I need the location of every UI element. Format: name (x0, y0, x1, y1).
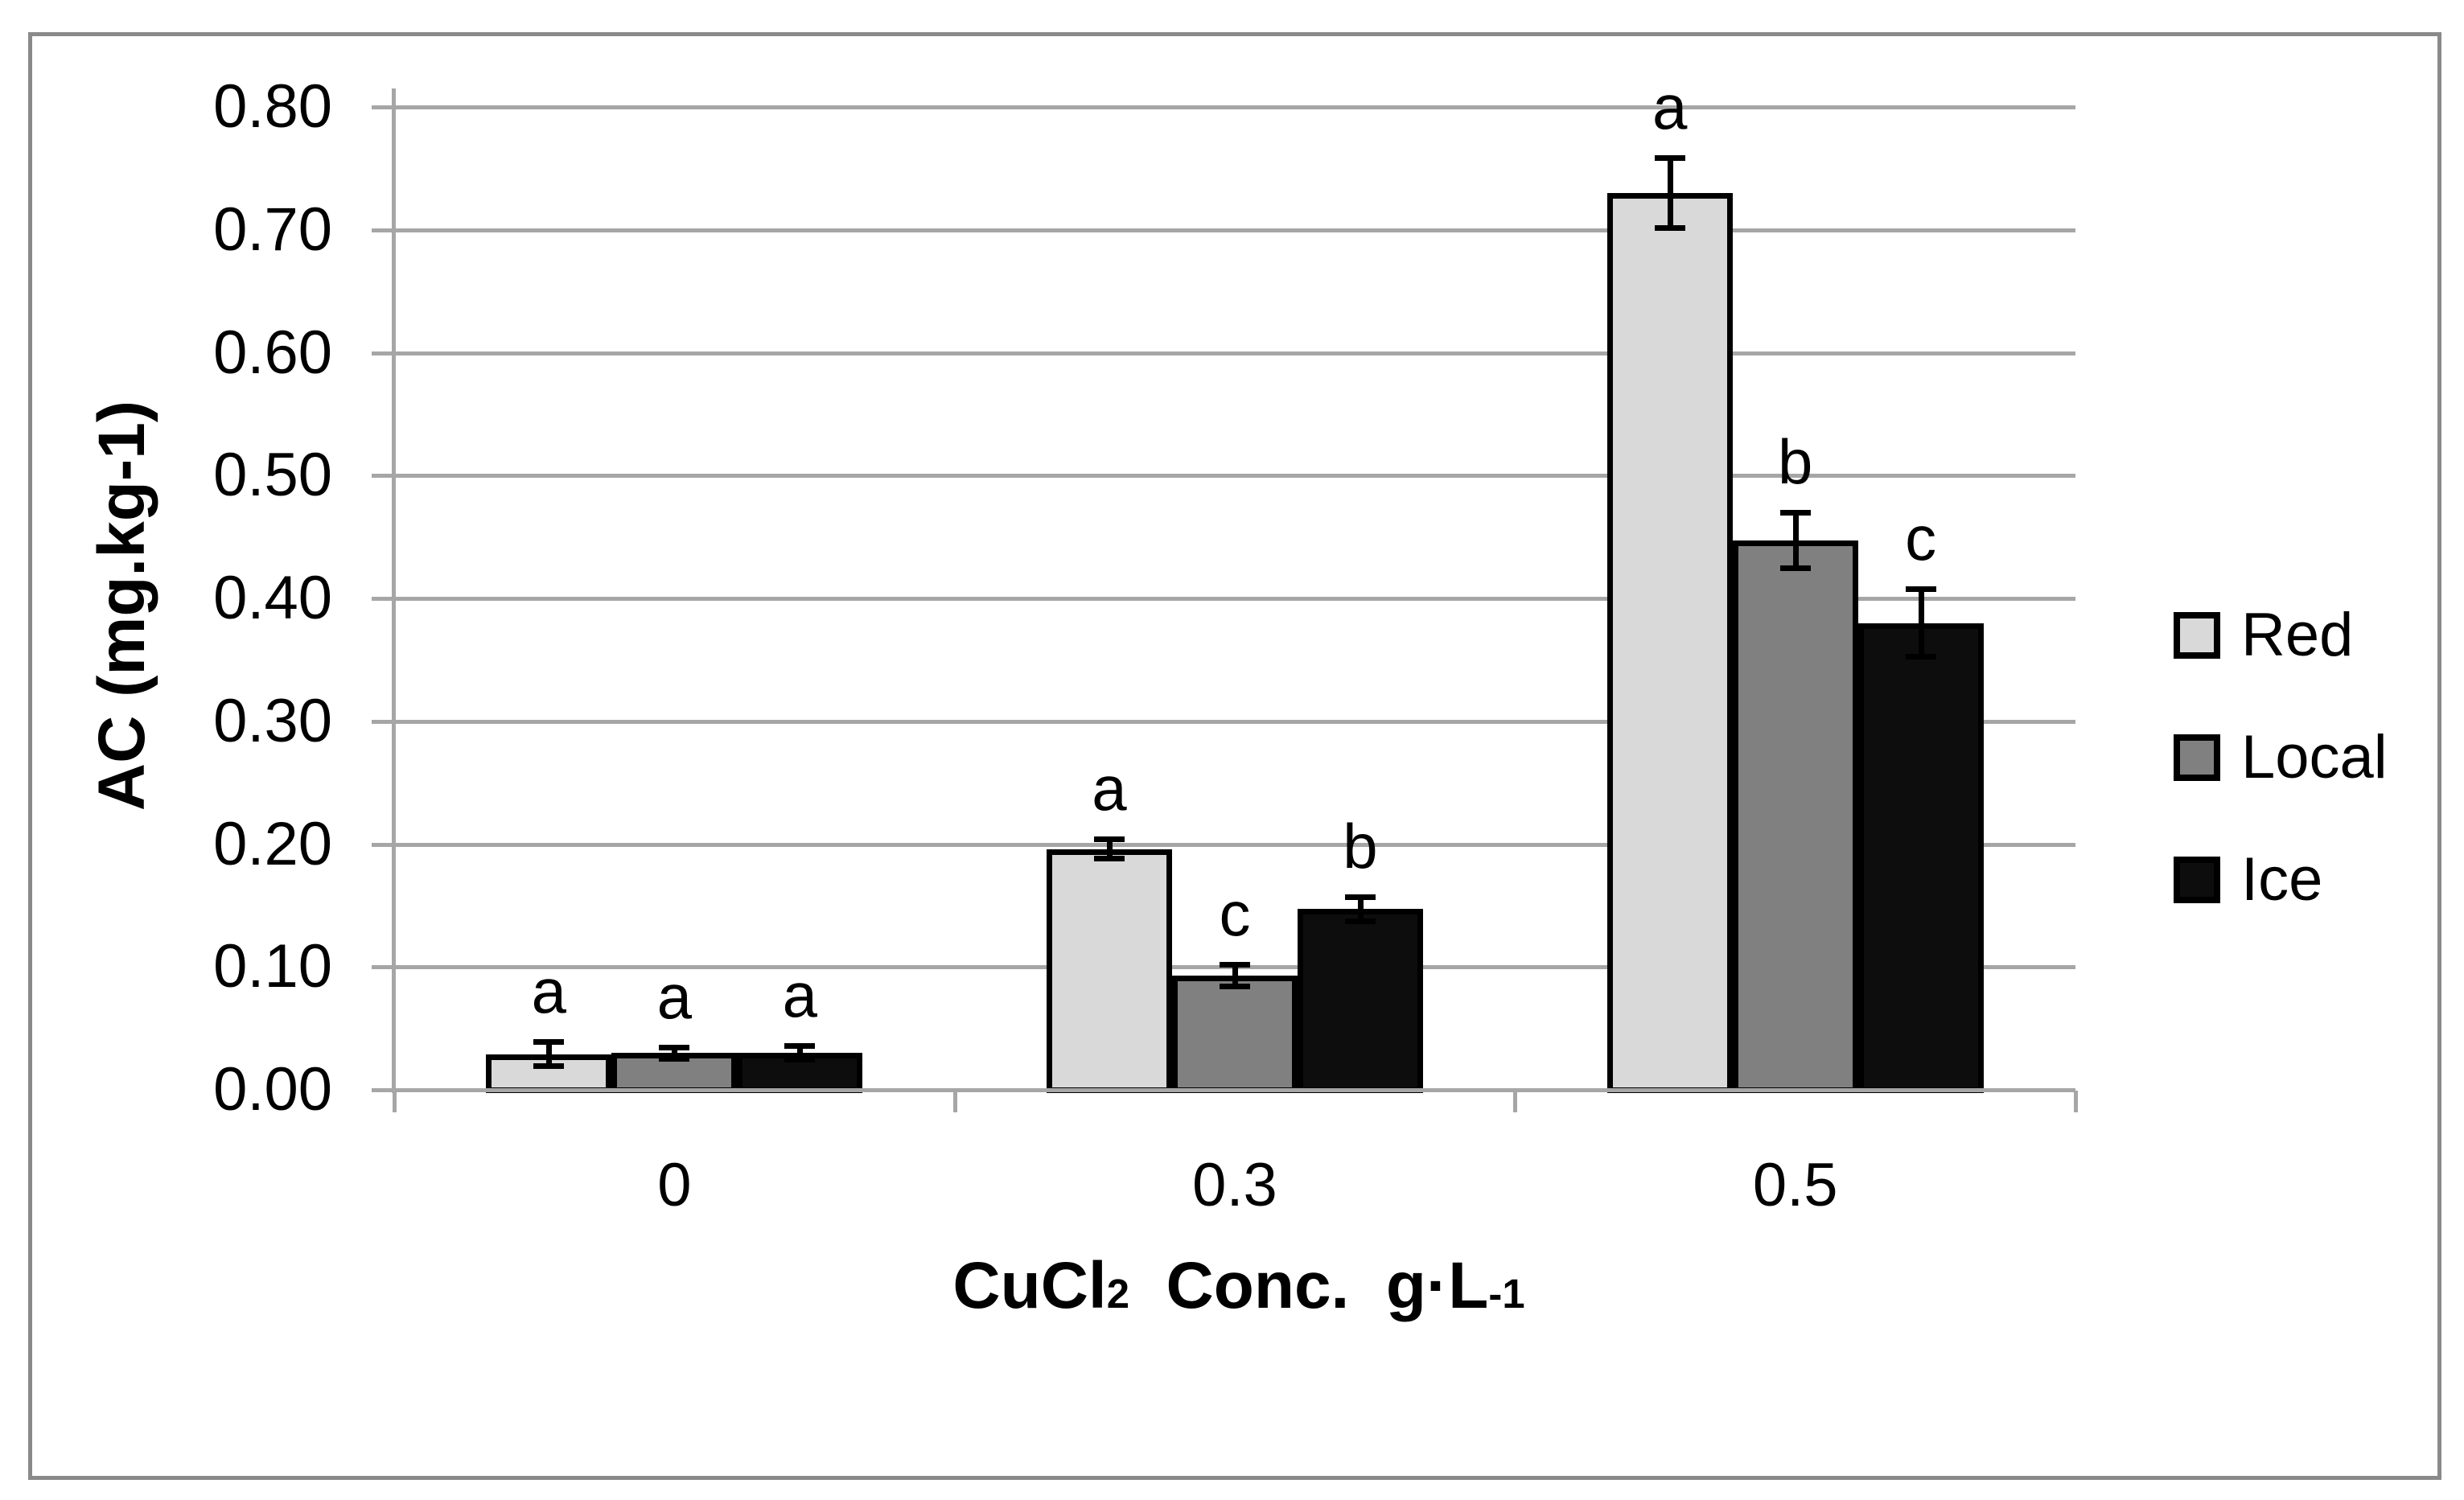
error-cap-top (784, 1043, 816, 1049)
x-axis-tick-2 (1513, 1091, 1518, 1112)
bar-ice-0.3 (1298, 909, 1423, 1093)
legend-item-red: Red (2174, 601, 2354, 669)
error-cap-bottom (1654, 225, 1685, 232)
error-cap-top (1094, 836, 1125, 843)
significance-letter-ice-0: a (782, 960, 818, 1030)
x-axis-title-base: CuCl (952, 1249, 1107, 1322)
y-axis-tick-0.40 (372, 597, 396, 601)
error-cap-top (659, 1044, 690, 1050)
y-axis-tick-0.80 (372, 105, 396, 109)
error-cap-bottom (1220, 983, 1250, 989)
error-bar-red-0 (546, 1042, 553, 1066)
error-cap-top (533, 1039, 565, 1046)
error-bar-ice-0.3 (1358, 897, 1364, 922)
y-tick-label-0.30: 0.30 (213, 686, 332, 755)
significance-letter-red-0: a (531, 955, 567, 1027)
error-cap-top (1220, 962, 1250, 968)
gridline-0.70 (394, 228, 2075, 232)
error-cap-bottom (784, 1057, 816, 1063)
x-axis-tick-3 (2074, 1091, 2078, 1112)
error-cap-bottom (659, 1055, 690, 1062)
gridline-0.00 (394, 1088, 2075, 1092)
legend-item-local: Local (2174, 723, 2388, 791)
error-cap-top (1654, 154, 1685, 161)
figure-border (28, 32, 2441, 1480)
error-cap-top (1779, 510, 1811, 516)
error-cap-bottom (1345, 918, 1376, 924)
y-tick-label-0.10: 0.10 (213, 932, 332, 1001)
y-axis-tick-0.30 (372, 719, 396, 724)
legend-swatch-red (2174, 612, 2220, 659)
error-bar-ice-0 (797, 1046, 804, 1061)
x-tick-label-0: 0 (657, 1151, 692, 1219)
y-tick-label-0.70: 0.70 (213, 195, 332, 264)
error-cap-top (1345, 894, 1376, 901)
legend-label-red: Red (2241, 601, 2354, 669)
y-tick-label-0.40: 0.40 (213, 564, 332, 632)
bar-red-0.5 (1606, 192, 1733, 1093)
x-axis-title-mid: Conc. g·L (1129, 1249, 1489, 1322)
error-bar-local-0.5 (1792, 512, 1799, 569)
error-cap-top (1905, 586, 1936, 592)
error-cap-bottom (1094, 855, 1125, 861)
significance-letter-local-0: a (656, 960, 693, 1032)
y-tick-label-0.50: 0.50 (213, 441, 332, 510)
error-bar-red-0.5 (1667, 157, 1673, 229)
legend-label-local: Local (2241, 723, 2388, 791)
error-cap-bottom (533, 1062, 565, 1069)
gridline-0.40 (394, 597, 2075, 601)
y-axis-tick-0.70 (372, 228, 396, 232)
y-axis-tick-0.10 (372, 965, 396, 970)
y-axis-tick-0.50 (372, 474, 396, 479)
significance-letter-ice-0.5: c (1905, 502, 1937, 573)
significance-letter-ice-0.3: b (1343, 811, 1378, 882)
error-bar-ice-0.5 (1918, 588, 1924, 658)
error-bar-red-0.3 (1107, 839, 1113, 859)
gridline-0.80 (394, 105, 2075, 109)
error-cap-bottom (1779, 565, 1811, 572)
y-axis-tick-0.20 (372, 842, 396, 847)
x-tick-label-0.5: 0.5 (1752, 1151, 1838, 1219)
x-tick-label-0.3: 0.3 (1192, 1151, 1277, 1219)
bar-ice-0.5 (1857, 623, 1984, 1093)
y-tick-label-0.60: 0.60 (213, 318, 332, 387)
x-axis-tick-0 (393, 1091, 397, 1112)
bar-red-0.3 (1047, 849, 1172, 1093)
legend-item-ice: Ice (2174, 845, 2323, 914)
error-bar-local-0 (672, 1046, 678, 1059)
x-axis-title-superscript: -1 (1488, 1271, 1525, 1317)
gridline-0.30 (394, 719, 2075, 724)
significance-letter-local-0.5: b (1777, 426, 1813, 498)
legend-label-ice: Ice (2241, 845, 2323, 914)
y-tick-label-0.20: 0.20 (213, 809, 332, 878)
error-cap-bottom (1905, 654, 1936, 660)
y-tick-label-0.00: 0.00 (213, 1055, 332, 1124)
y-tick-label-0.80: 0.80 (213, 72, 332, 141)
significance-letter-red-0.3: a (1092, 753, 1127, 824)
x-axis-title: CuCl2 Conc. g·L-1 (952, 1248, 1524, 1324)
y-axis-tick-0.00 (372, 1088, 396, 1092)
y-axis-line (392, 88, 396, 1093)
legend-swatch-ice (2174, 857, 2220, 903)
bar-local-0.3 (1172, 975, 1298, 1093)
legend-swatch-local (2174, 734, 2220, 781)
error-bar-local-0.3 (1232, 964, 1238, 987)
gridline-0.20 (394, 842, 2075, 847)
gridline-0.60 (394, 351, 2075, 355)
significance-letter-local-0.3: c (1219, 878, 1251, 950)
bar-local-0.5 (1732, 540, 1858, 1093)
x-axis-title-subscript: 2 (1106, 1271, 1129, 1317)
gridline-0.50 (394, 474, 2075, 479)
y-axis-tick-0.60 (372, 351, 396, 355)
x-axis-tick-1 (952, 1091, 957, 1112)
significance-letter-red-0.5: a (1652, 71, 1688, 142)
